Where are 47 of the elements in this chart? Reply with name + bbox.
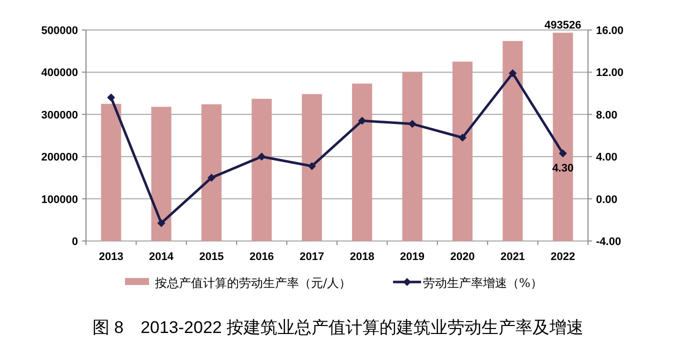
y-tick-label: 100000 (41, 194, 78, 206)
point (358, 116, 366, 125)
y2-tick-label: 12.00 (596, 67, 624, 80)
y-tick-label: 300000 (41, 109, 78, 122)
point (308, 162, 316, 170)
point (208, 174, 216, 182)
y2-tick-label: 16.00 (596, 25, 624, 37)
y2-tick-label: 0.00 (596, 194, 618, 206)
point (558, 149, 567, 158)
x-tick-label: 2019 (400, 251, 425, 263)
x-tick-label: 2015 (199, 251, 224, 263)
data-label: 4.30 (552, 162, 574, 174)
point (508, 69, 517, 78)
bar (552, 32, 573, 241)
x-tick-label: 2022 (550, 251, 576, 263)
point (258, 152, 266, 161)
legend-label: 按总产值计算的劳动生产率（元/人） (155, 276, 352, 290)
bar (201, 104, 222, 241)
point (157, 219, 166, 228)
point (408, 120, 416, 128)
bar (502, 40, 523, 241)
bar (151, 106, 172, 241)
point (107, 94, 116, 102)
y2-tick-label: -4.00 (596, 236, 622, 248)
data-label: 493526 (544, 20, 582, 32)
x-tick-label: 2016 (249, 251, 274, 263)
x-tick-label: 2020 (450, 251, 475, 263)
y-tick-label: 500000 (41, 25, 78, 37)
y2-tick-label: 4.00 (596, 152, 618, 164)
bar (101, 104, 122, 241)
x-tick-label: 2018 (350, 251, 374, 263)
text: 图 8 2013-2022 按建筑业总产值计算的建筑业劳动生产率及增速 (92, 318, 584, 337)
x-tick-label: 2021 (500, 251, 525, 263)
y-tick-label: 0 (72, 236, 78, 248)
point (458, 134, 466, 142)
bar (402, 72, 422, 241)
y2-tick-label: 8.00 (596, 109, 618, 122)
bar (452, 62, 473, 241)
bar (352, 84, 372, 241)
y-tick-label: 400000 (41, 67, 78, 80)
bar (252, 98, 272, 241)
bar (302, 94, 322, 241)
x-tick-label: 2014 (149, 251, 174, 263)
legend-label: 劳动生产率增速（%） (423, 276, 542, 290)
y-tick-label: 200000 (41, 152, 78, 164)
x-tick-label: 2013 (98, 251, 124, 263)
x-tick-label: 2017 (300, 251, 324, 263)
